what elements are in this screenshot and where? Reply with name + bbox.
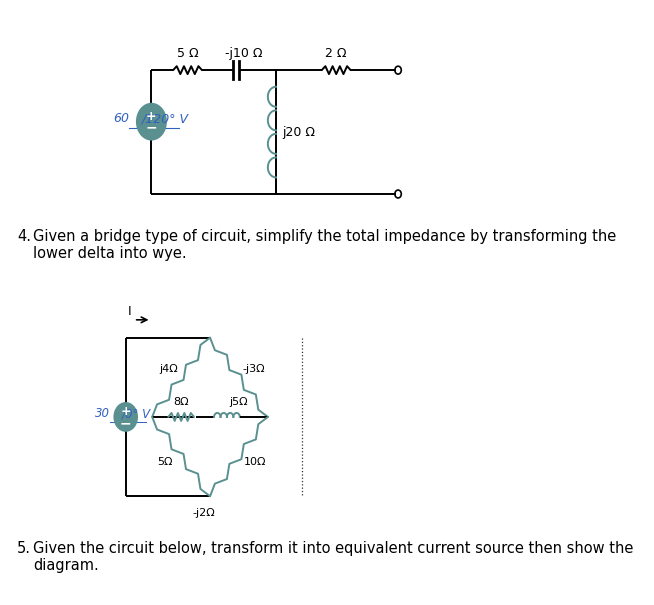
Circle shape: [137, 104, 166, 140]
Text: 5.: 5.: [17, 541, 31, 556]
Text: -j3Ω: -j3Ω: [242, 364, 265, 374]
Text: 4.: 4.: [17, 229, 31, 244]
Text: Given the circuit below, transform it into equivalent current source then show t: Given the circuit below, transform it in…: [33, 541, 634, 573]
Text: -j10 Ω: -j10 Ω: [225, 47, 262, 60]
Text: I: I: [128, 306, 131, 318]
Text: j20 Ω: j20 Ω: [283, 126, 315, 139]
Text: Given a bridge type of circuit, simplify the total impedance by transforming the: Given a bridge type of circuit, simplify…: [33, 229, 617, 261]
Text: 8Ω: 8Ω: [173, 397, 189, 407]
Text: /120° V: /120° V: [142, 112, 189, 125]
Text: /0° V: /0° V: [122, 407, 151, 420]
Text: +: +: [146, 110, 157, 123]
Text: j4Ω: j4Ω: [159, 364, 178, 374]
Text: 5 Ω: 5 Ω: [177, 47, 198, 60]
Circle shape: [114, 403, 137, 431]
Text: +: +: [120, 405, 131, 419]
Text: 10Ω: 10Ω: [244, 457, 266, 466]
Text: 2 Ω: 2 Ω: [326, 47, 347, 60]
Text: 5Ω: 5Ω: [158, 457, 173, 466]
Text: −: −: [146, 120, 157, 135]
Text: j5Ω: j5Ω: [230, 397, 249, 407]
Text: 60: 60: [113, 112, 129, 125]
Text: −: −: [120, 416, 131, 430]
Text: -j2Ω: -j2Ω: [192, 508, 215, 518]
Text: 30: 30: [95, 407, 110, 420]
